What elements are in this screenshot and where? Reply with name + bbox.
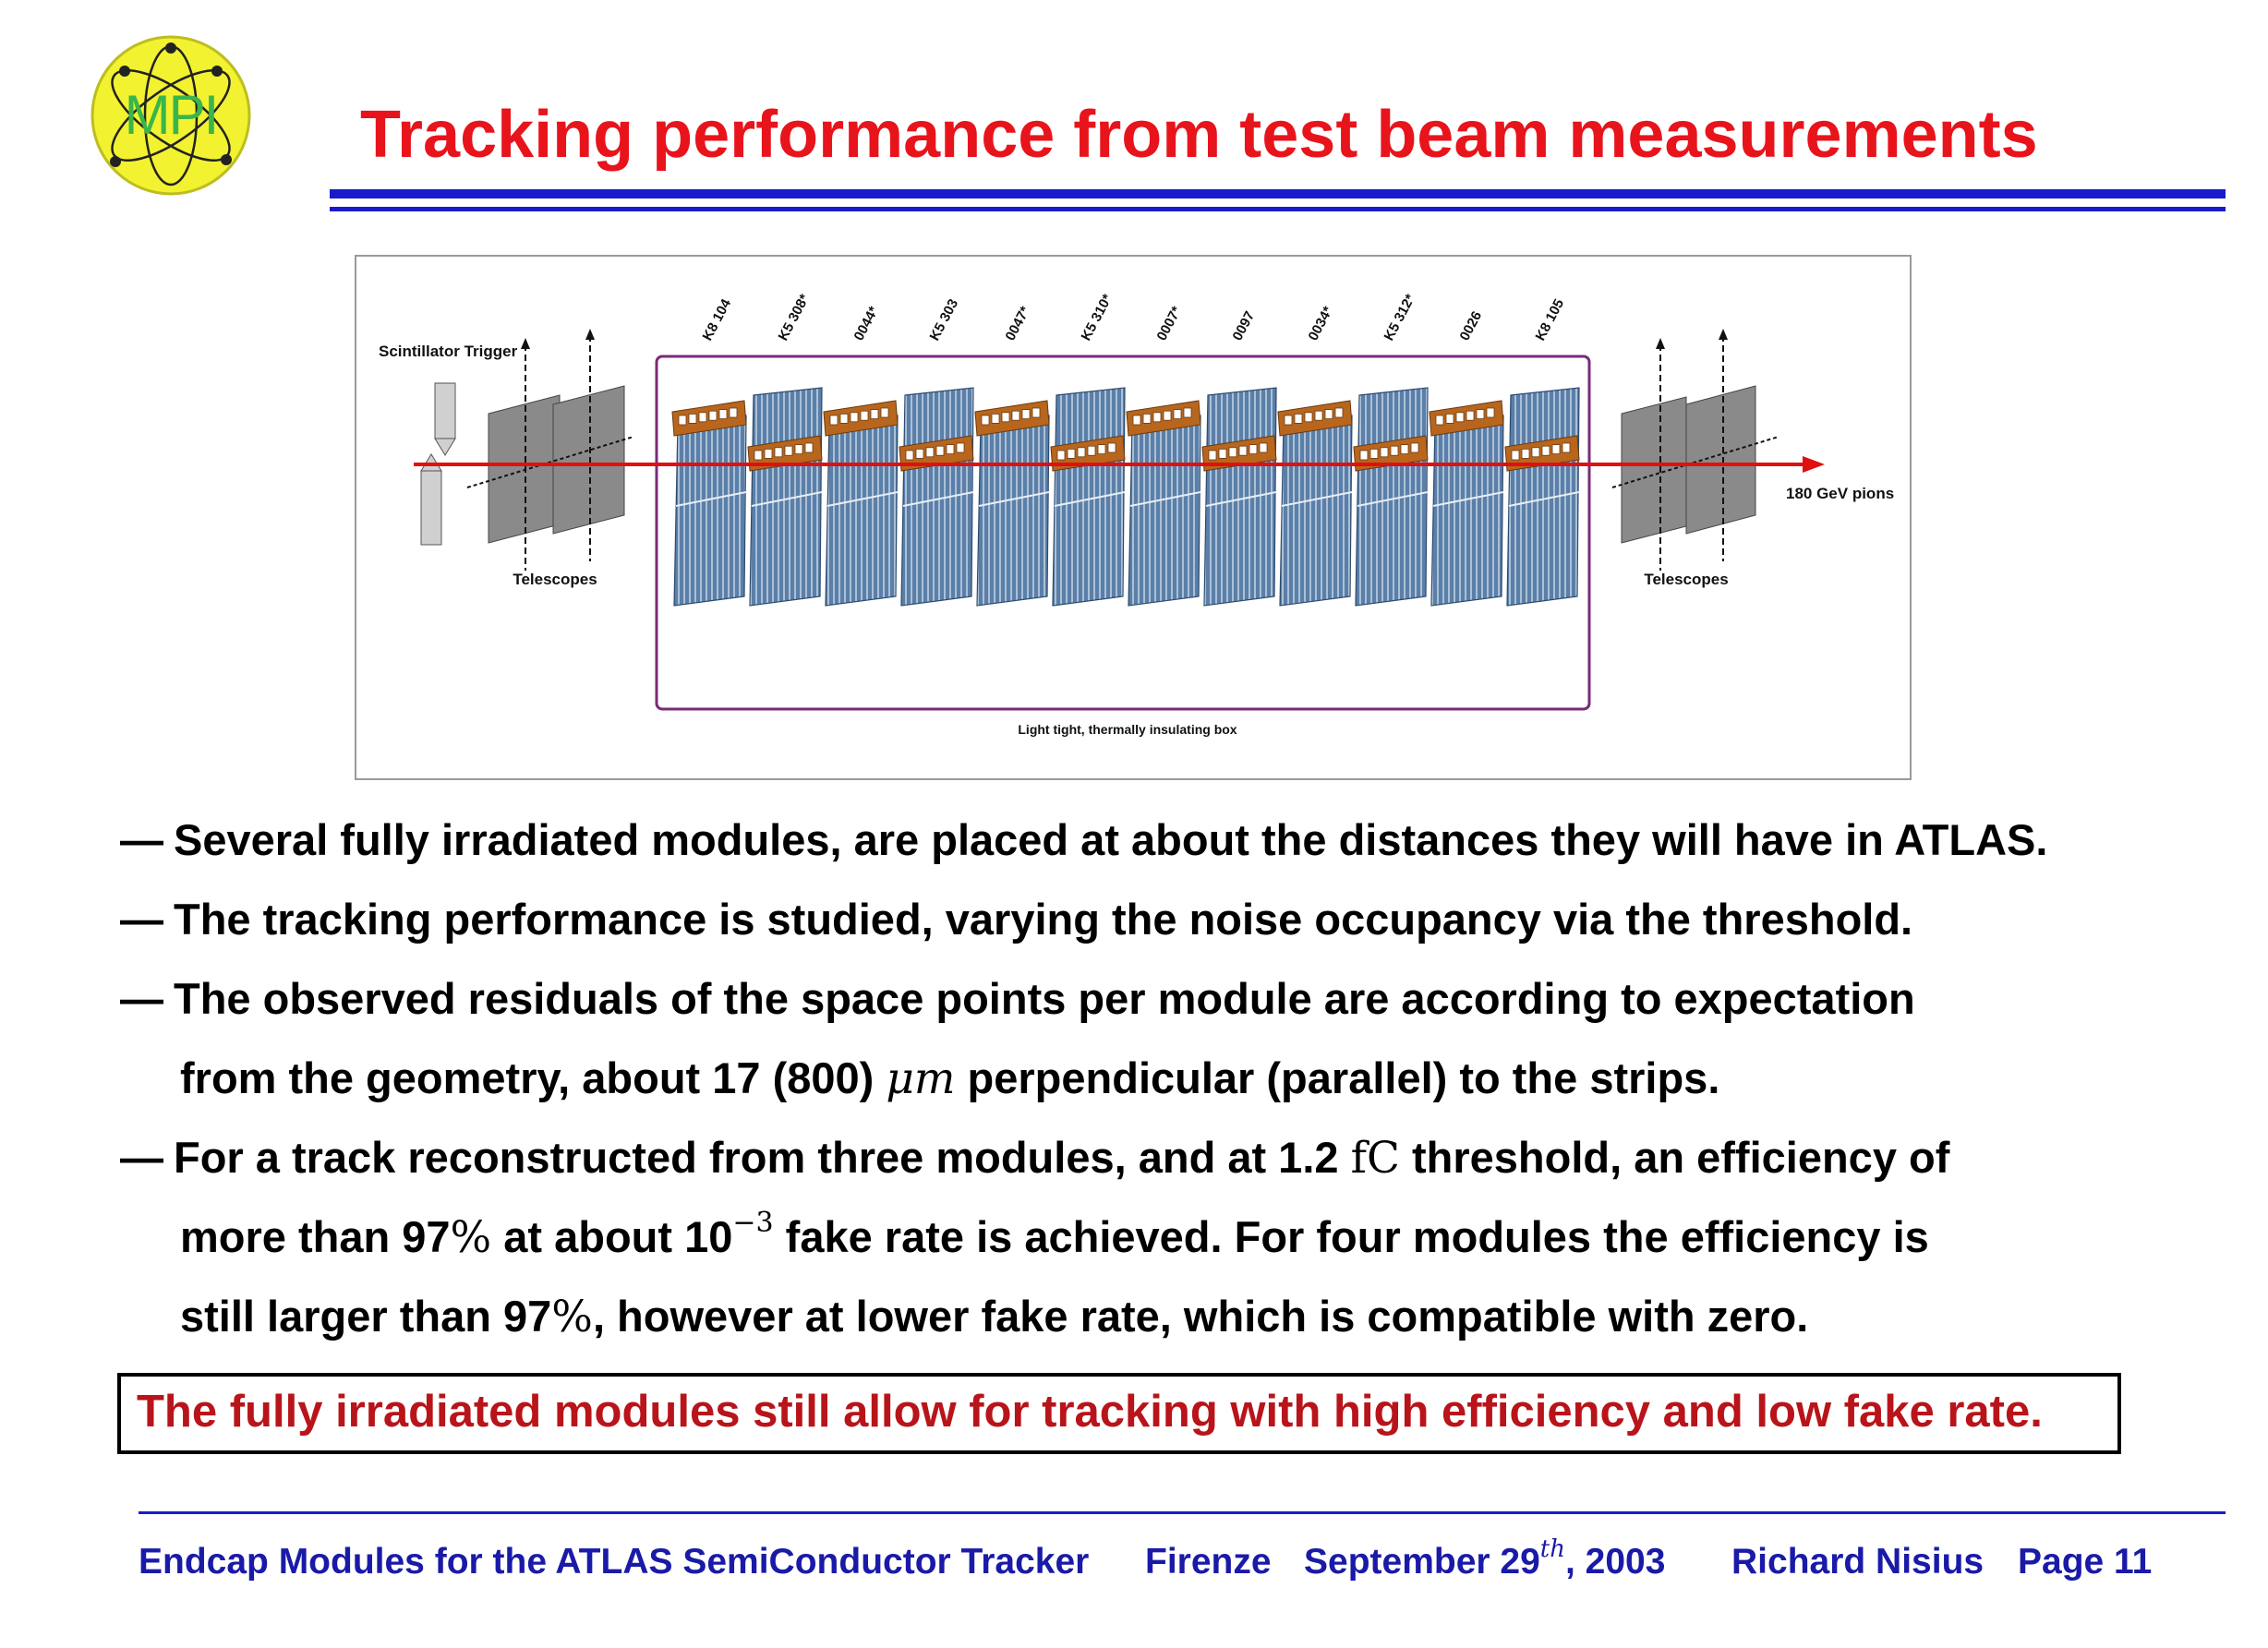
module-label-4: K5 303: [927, 296, 962, 343]
footer-date-sup: th: [1539, 1535, 1565, 1563]
module-label-11: 0026: [1457, 308, 1486, 343]
bullet-3-line2-pre: from the geometry, about 17 (800): [180, 1053, 887, 1102]
mpi-logo: [88, 32, 254, 198]
module-8: [1201, 387, 1277, 607]
percent-sign-2: %: [551, 1292, 593, 1342]
footer-place: Firenze: [1145, 1542, 1272, 1582]
page-title: Tracking performance from test beam meas…: [360, 98, 2038, 172]
module-10: [1353, 387, 1429, 607]
bullet-4-line3-a: still larger than 97: [180, 1292, 552, 1341]
micrometer-unit: μm: [886, 1053, 956, 1104]
module-6: [1050, 387, 1126, 607]
bullet-4-pre: For a track reconstructed from three mod…: [174, 1133, 1351, 1182]
module-2: [747, 387, 823, 607]
modules-group: [671, 387, 1580, 607]
bullet-4-post: threshold, an efficiency of: [1399, 1133, 1950, 1182]
footer-talk-title: Endcap Modules for the ATLAS SemiConduct…: [139, 1542, 1090, 1582]
test-beam-setup-diagram: Light tight, thermally insulating box Sc…: [355, 255, 1912, 780]
conclusion-text: The fully irradiated modules still allow…: [137, 1387, 2043, 1437]
bullet-4-line2-b: at about 10: [491, 1212, 733, 1261]
bullet-2: — The tracking performance is studied, va…: [120, 895, 1913, 944]
module-label-2: K5 308*: [776, 292, 814, 343]
module-label-5: 0047*: [1003, 304, 1033, 343]
module-1: [671, 400, 747, 607]
bullet-3-line2-post: perpendicular (parallel) to the strips.: [955, 1053, 1720, 1102]
beam-arrow: [1803, 456, 1825, 473]
bullet-3: — The observed residuals of the space poi…: [120, 974, 1915, 1023]
bullet-4-line3: still larger than 97%, however at lower …: [180, 1291, 1808, 1342]
module-label-9: 0034*: [1306, 304, 1336, 343]
bullet-4-line2: more than 97% at about 10−3 fake rate is…: [180, 1209, 1929, 1264]
percent-sign: %: [450, 1212, 492, 1263]
bullet-1-text: Several fully irradiated modules, are pl…: [174, 815, 2048, 864]
bullet-3-continued: from the geometry, about 17 (800) μm per…: [180, 1053, 1719, 1104]
footer-rule: [139, 1511, 2226, 1514]
module-4: [899, 387, 974, 607]
footer-page: Page 11: [2018, 1542, 2153, 1582]
module-3: [823, 400, 899, 607]
telescopes-right-label: Telescopes: [1644, 571, 1728, 588]
box-label: Light tight, thermally insulating box: [1018, 722, 1237, 737]
bullet-1: — Several fully irradiated modules, are p…: [120, 815, 2048, 864]
module-11: [1429, 400, 1504, 607]
module-label-10: K5 312*: [1381, 292, 1419, 343]
beam-label: 180 GeV pions: [1786, 485, 1894, 502]
logo-text: MPI: [124, 84, 220, 146]
bullet-4-line2-a: more than 97: [180, 1212, 451, 1261]
conclusion-box: [117, 1373, 2121, 1454]
module-label-3: 0044*: [851, 304, 882, 343]
bullet-4: — For a track reconstructed from three mo…: [120, 1133, 1950, 1184]
footer-date-pre: September 29: [1304, 1542, 1540, 1582]
right-telescopes: [1611, 329, 1779, 571]
module-12: [1504, 387, 1580, 607]
femtocoulomb-unit: fC: [1350, 1133, 1400, 1184]
telescopes-left-label: Telescopes: [513, 571, 597, 588]
title-rule-thin: [330, 207, 2226, 211]
bullet-4-line3-b: , however at lower fake rate, which is c…: [592, 1292, 1809, 1341]
bullet-3-text: The observed residuals of the space poin…: [174, 974, 1915, 1023]
module-9: [1277, 400, 1353, 607]
footer-date-post: , 2003: [1565, 1542, 1666, 1582]
module-label-6: K5 310*: [1079, 292, 1116, 343]
title-rule: [330, 189, 2226, 198]
insulating-box: [655, 355, 1591, 711]
bullet-4-line2-c: fake rate is achieved. For four modules …: [773, 1212, 1929, 1261]
exponent: −3: [732, 1207, 774, 1239]
module-5: [974, 400, 1050, 607]
module-7: [1126, 400, 1201, 607]
bullet-2-text: The tracking performance is studied, var…: [174, 895, 1913, 944]
footer-date: September 29th, 2003: [1304, 1537, 1666, 1582]
module-label-7: 0007*: [1154, 304, 1185, 343]
module-label-8: 0097: [1230, 308, 1259, 343]
left-telescopes: [466, 329, 634, 571]
footer-author: Richard Nisius: [1731, 1542, 1984, 1582]
scintillator-label: Scintillator Trigger: [379, 343, 518, 360]
module-label-12: K8 105: [1533, 296, 1568, 343]
module-label-1: K8 104: [700, 296, 735, 343]
module-labels: K8 104 K5 308* 0044* K5 303 0047* K5 310* 0007…: [700, 292, 1568, 343]
